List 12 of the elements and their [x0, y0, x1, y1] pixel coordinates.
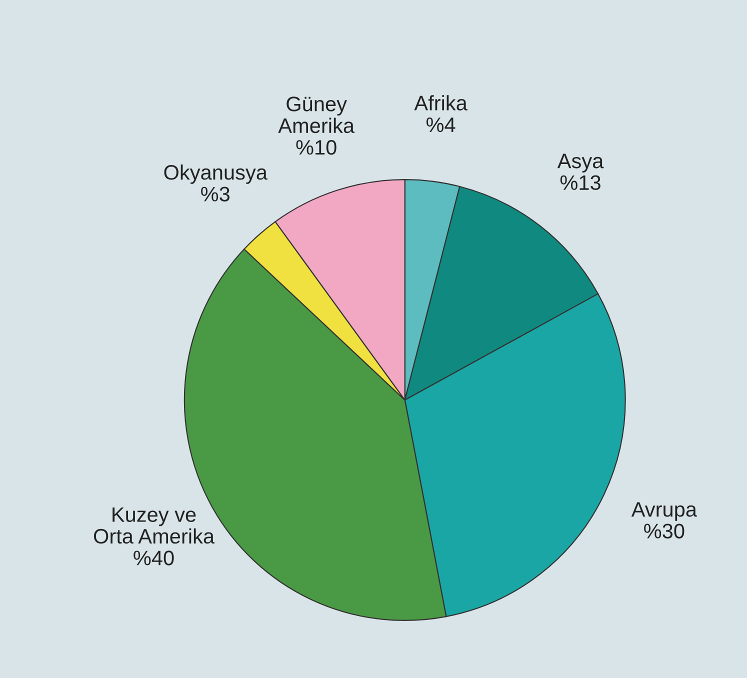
slice-label: Asya: [557, 154, 604, 172]
data-label: %10: [296, 140, 336, 155]
slice-label: Afrika: [414, 95, 468, 110]
slice-label: Avrupa: [631, 502, 697, 521]
data-label: %13: [560, 175, 600, 190]
data-label: %30: [644, 524, 684, 538]
data-label: %40: [134, 550, 174, 566]
slice-label: Kuzey ve Orta Amerika: [94, 507, 215, 544]
slice-label: Güney Amerika: [278, 96, 355, 134]
data-label: %4: [426, 117, 456, 132]
slice-label: Okyanusya: [164, 164, 268, 184]
data-label: %3: [201, 186, 230, 202]
